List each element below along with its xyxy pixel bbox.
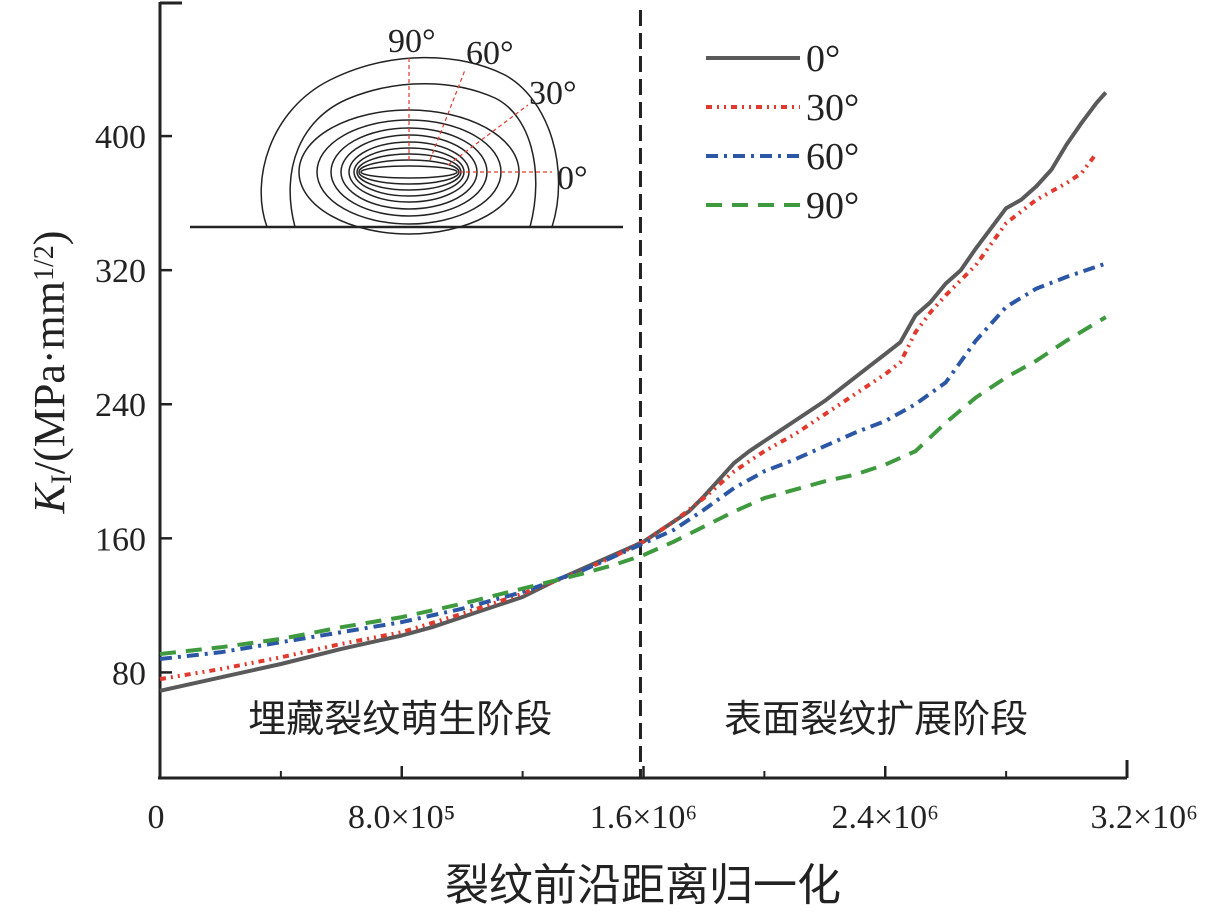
y-tick-label: 240: [95, 387, 146, 424]
inset-contour-8: [353, 147, 465, 197]
y-tick-label: 160: [95, 521, 146, 558]
series-line-2: [159, 261, 1107, 661]
inset-ray-30: [447, 104, 529, 166]
series-line-3: [159, 315, 1107, 656]
legend-label-3: 90°: [806, 185, 859, 227]
y-tick-label: 400: [95, 119, 146, 156]
inset-angle-label-0: 0°: [557, 160, 588, 197]
x-axis-title: 裂纹前沿距离归一化: [445, 861, 841, 910]
region-label-1: 表面裂纹扩展阶段: [724, 699, 1028, 741]
inset-contour-1: [260, 56, 560, 228]
legend-label-1: 30°: [806, 87, 859, 129]
y-axis-title-sup: 1/2: [29, 245, 60, 281]
region-labels: 埋藏裂纹萌生阶段 表面裂纹扩展阶段: [248, 699, 1028, 741]
x-tick-label: 1.6×10⁶: [590, 799, 698, 836]
inset-ray-60: [429, 69, 466, 161]
legend-label-2: 60°: [806, 136, 859, 178]
y-axis-title-units: /(MPa·mm: [25, 281, 74, 474]
inset-angle-label-30: 30°: [529, 75, 577, 112]
y-axis-title-close: ): [25, 231, 74, 246]
y-axis-title: KI/(MPa·mm1/2): [25, 231, 78, 515]
inset-contour-10: [358, 159, 460, 185]
x-tick-label: 0: [148, 799, 165, 836]
y-axis-title-sub: I: [45, 474, 78, 484]
series-line-0: [159, 91, 1108, 693]
y-tick-label: 320: [95, 253, 146, 290]
inset-contour-2: [289, 83, 537, 228]
x-tick-label: 3.2×10⁶: [1090, 799, 1198, 836]
inset-contour-11: [360, 165, 458, 179]
legend: 0° 30° 60° 90°: [706, 38, 859, 227]
y-axis-title-k: K: [25, 481, 74, 514]
legend-label-0: 0°: [806, 38, 840, 80]
series-line-1: [159, 151, 1099, 682]
y-tick-label: 80: [112, 655, 146, 692]
inset-angle-label-60: 60°: [466, 35, 514, 72]
x-ticks: 0 8.0×10⁵ 1.6×10⁶ 2.4×10⁶ 3.2×10⁶: [148, 766, 1198, 836]
inset-angle-label-90: 90°: [388, 23, 436, 60]
axes: [158, 1, 1129, 780]
region-label-0: 埋藏裂纹萌生阶段: [248, 699, 552, 741]
x-tick-label: 2.4×10⁶: [831, 799, 939, 836]
x-tick-label: 8.0×10⁵: [348, 799, 456, 836]
series-layer: [159, 91, 1108, 693]
svg-text:KI/(MPa·mm1/2): KI/(MPa·mm1/2): [25, 231, 78, 515]
y-ticks: 80 160 240 320 400: [95, 119, 172, 692]
crack-front-inset: [190, 56, 623, 235]
